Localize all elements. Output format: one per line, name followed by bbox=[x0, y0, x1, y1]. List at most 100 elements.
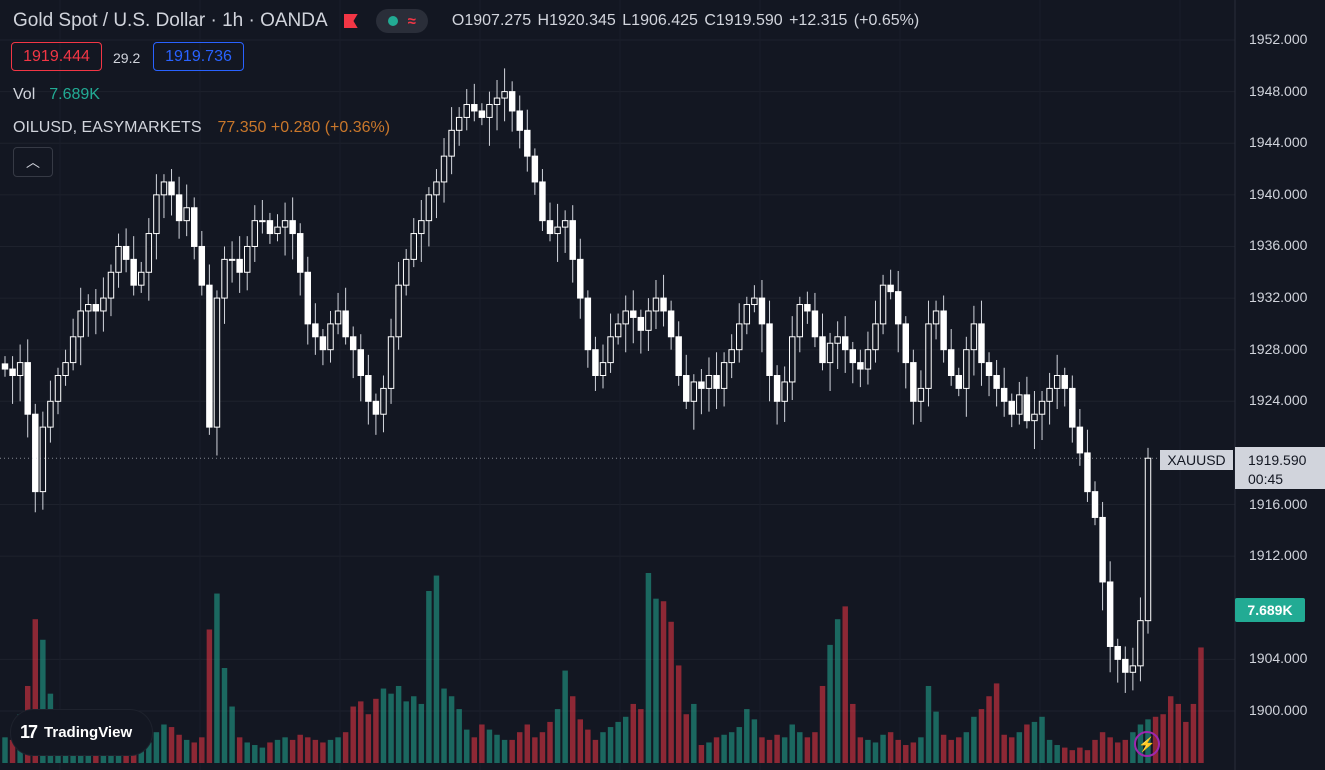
chevron-up-icon: ︿ bbox=[26, 154, 40, 170]
candle-body bbox=[122, 245, 130, 260]
volume-bar bbox=[168, 727, 175, 763]
candle-body bbox=[349, 336, 357, 351]
price-tick-label: 1944.000 bbox=[1249, 134, 1308, 151]
candle-body bbox=[54, 375, 62, 402]
candle-body bbox=[493, 97, 501, 106]
volume-bar bbox=[350, 706, 356, 763]
volume-bar bbox=[282, 737, 288, 763]
volume-bar bbox=[638, 709, 644, 763]
volume-bar bbox=[494, 734, 500, 763]
price-tick-label: 1936.000 bbox=[1249, 237, 1308, 254]
volume-bar bbox=[728, 732, 735, 763]
candle-body bbox=[993, 375, 1000, 389]
candle-body bbox=[554, 226, 561, 235]
volume-bar bbox=[1175, 703, 1182, 763]
last-price-value: 1919.590 bbox=[1248, 452, 1307, 468]
volume-bar bbox=[1031, 721, 1038, 763]
candle-body bbox=[864, 349, 872, 370]
ohlc-values: O1907.275 H1920.345 L1906.425 C1919.590 … bbox=[451, 12, 920, 29]
volume-bar bbox=[1190, 703, 1197, 763]
volume-bar bbox=[411, 696, 417, 763]
candle-body bbox=[418, 220, 425, 235]
candle-body bbox=[932, 310, 940, 325]
candle-body bbox=[433, 181, 440, 196]
price-tick-label: 1912.000 bbox=[1249, 547, 1308, 564]
candle-body bbox=[9, 368, 16, 376]
candle-body bbox=[1129, 665, 1137, 673]
lightning-icon[interactable]: ⚡ bbox=[1134, 731, 1160, 757]
candle-body bbox=[395, 284, 402, 338]
candle-body bbox=[531, 155, 539, 183]
market-status-pill[interactable]: ≈ bbox=[375, 9, 428, 33]
tradingview-logo[interactable]: 17 TradingView bbox=[11, 710, 152, 755]
candle-body bbox=[857, 362, 864, 370]
candle-body bbox=[894, 291, 902, 325]
volume-bar bbox=[698, 745, 705, 763]
candle-body bbox=[206, 284, 213, 428]
candle-body bbox=[690, 381, 698, 402]
volume-bar bbox=[645, 573, 652, 763]
candle-body bbox=[1061, 375, 1068, 389]
volume-bar bbox=[660, 601, 667, 763]
candle-body bbox=[312, 323, 319, 338]
volume-legend[interactable]: Vol 7.689K bbox=[13, 86, 100, 104]
volume-bar bbox=[1001, 734, 1007, 763]
candle-body bbox=[16, 362, 24, 377]
volume-bar bbox=[592, 739, 599, 763]
symbol-title[interactable]: Gold Spot / U.S. Dollar · 1h · OANDA bbox=[13, 10, 328, 31]
volume-bar bbox=[342, 732, 349, 763]
last-price-label: 1919.590 00:45 bbox=[1235, 447, 1325, 489]
volume-bar bbox=[1016, 732, 1023, 763]
volume-bar bbox=[244, 742, 250, 763]
candle-body bbox=[947, 349, 955, 377]
volume-bar bbox=[766, 739, 773, 763]
chart-header: Gold Spot / U.S. Dollar · 1h · OANDA ≈ O… bbox=[13, 8, 919, 34]
volume-bar bbox=[1009, 737, 1015, 763]
volume-bar bbox=[524, 724, 531, 763]
compare-legend[interactable]: OILUSD, EASYMARKETS 77.350 +0.280 (+0.36%… bbox=[13, 119, 390, 137]
ask-price-box[interactable]: 1919.736 bbox=[153, 42, 244, 71]
volume-bar bbox=[252, 745, 258, 763]
volume-bar bbox=[963, 732, 970, 763]
collapse-legend-button[interactable]: ︿ bbox=[13, 147, 53, 177]
candle-body bbox=[1000, 387, 1008, 402]
flag-icon[interactable] bbox=[343, 14, 358, 28]
candle-body bbox=[713, 375, 720, 389]
candle-body bbox=[486, 104, 493, 118]
candle-body bbox=[902, 323, 909, 364]
candle-body bbox=[183, 207, 190, 222]
volume-bar bbox=[910, 742, 917, 763]
volume-bar bbox=[744, 709, 750, 763]
volume-bar bbox=[607, 727, 614, 763]
tradingview-logo-mark: 17 bbox=[20, 722, 38, 742]
candle-body bbox=[1106, 581, 1114, 647]
candle-body bbox=[978, 323, 985, 364]
candle-body bbox=[1069, 387, 1076, 428]
volume-bar bbox=[183, 739, 190, 763]
volume-bar bbox=[1160, 714, 1166, 763]
candle-body bbox=[138, 271, 145, 286]
candle-body bbox=[471, 104, 478, 112]
candle-body bbox=[524, 129, 531, 157]
candle-body bbox=[796, 304, 804, 338]
volume-bar bbox=[1099, 732, 1106, 763]
candle-body bbox=[478, 110, 486, 118]
volume-bar bbox=[9, 739, 16, 763]
volume-bar bbox=[1077, 747, 1083, 763]
candle-body bbox=[115, 245, 122, 273]
volume-bar bbox=[865, 739, 871, 763]
candle-body bbox=[296, 233, 304, 273]
volume-bar bbox=[1198, 647, 1204, 763]
candle-body bbox=[145, 233, 153, 273]
volume-bar bbox=[850, 703, 856, 763]
volume-bar bbox=[834, 619, 841, 763]
candle-body bbox=[841, 336, 849, 351]
candle-body bbox=[198, 245, 206, 286]
volume-bar bbox=[600, 732, 606, 763]
bid-price-box[interactable]: 1919.444 bbox=[11, 42, 102, 71]
volume-bar bbox=[653, 598, 659, 763]
volume-bar bbox=[1024, 724, 1030, 763]
volume-bar bbox=[517, 732, 523, 763]
candle-body bbox=[645, 310, 652, 331]
